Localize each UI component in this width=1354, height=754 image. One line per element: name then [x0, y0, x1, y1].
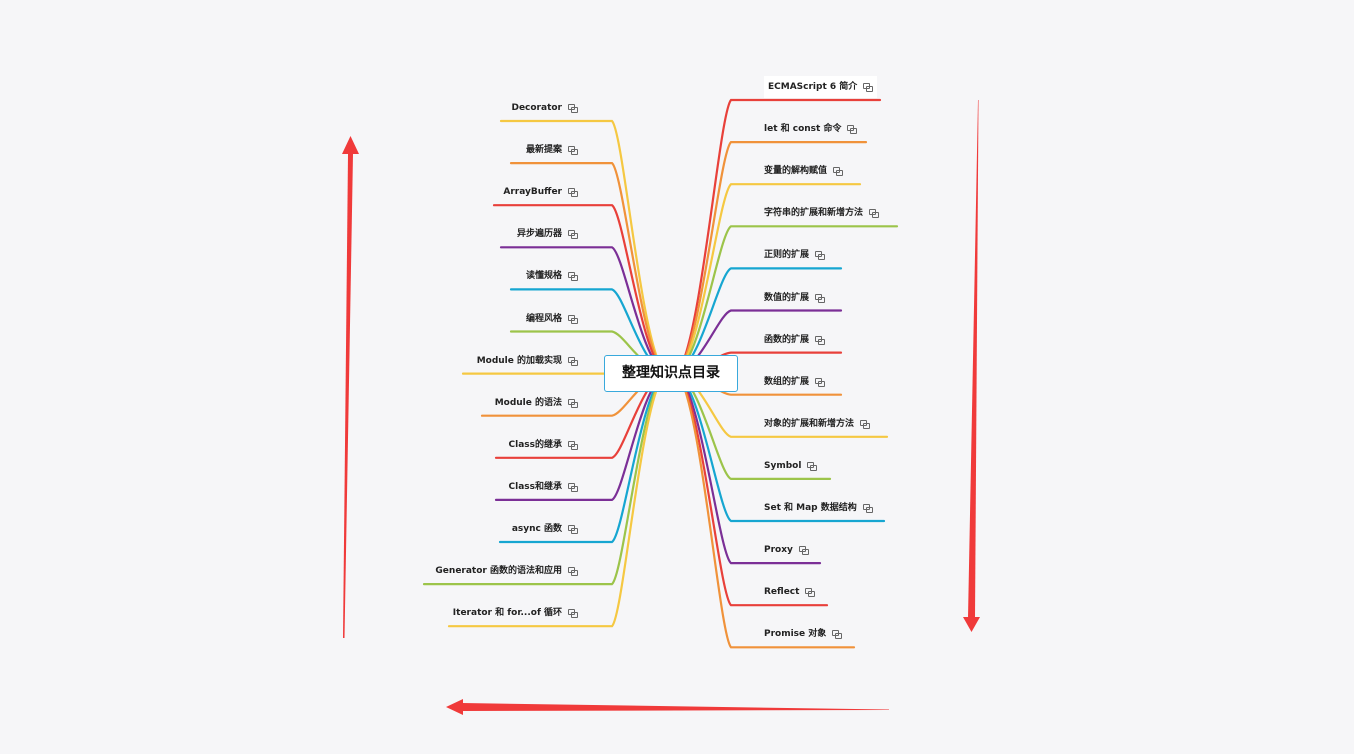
right-topic-node[interactable]: Set 和 Map 数据结构 — [764, 497, 873, 519]
topic-label: Set 和 Map 数据结构 — [764, 503, 857, 513]
topic-label: ArrayBuffer — [503, 187, 562, 198]
left-arrow-head — [446, 699, 463, 715]
topic-label: 最新提案 — [525, 145, 562, 156]
link-icon[interactable] — [568, 230, 578, 240]
topic-label: 异步遍历器 — [516, 229, 562, 240]
topic-label: Module 的语法 — [494, 397, 562, 408]
left-topic-node[interactable]: 异步遍历器 — [501, 223, 578, 245]
topic-label: Decorator — [511, 103, 562, 113]
link-icon[interactable] — [568, 567, 578, 577]
link-icon[interactable] — [860, 419, 871, 429]
link-icon[interactable] — [568, 104, 578, 113]
left-topic-node[interactable]: Module 的语法 — [482, 392, 578, 414]
branch-connector-right — [675, 141, 868, 375]
down-arrow-head — [963, 617, 980, 632]
link-icon[interactable] — [568, 272, 578, 282]
left-topic-node[interactable]: 最新提案 — [511, 139, 578, 161]
topic-label: Promise 对象 — [764, 629, 827, 640]
right-topic-node[interactable]: 字符串的扩展和新增方法 — [764, 202, 880, 224]
right-topic-node[interactable]: 数组的扩展 — [764, 371, 826, 393]
branch-connector-right — [675, 98, 882, 375]
link-icon[interactable] — [568, 525, 578, 534]
topic-label: Module 的加载实现 — [476, 355, 562, 366]
left-topic-node[interactable]: Module 的加载实现 — [463, 350, 578, 372]
link-icon[interactable] — [863, 83, 874, 92]
left-topic-node[interactable]: Class的继承 — [496, 434, 578, 456]
topic-label: Generator 函数的语法和应用 — [435, 566, 562, 577]
left-topic-node[interactable]: Generator 函数的语法和应用 — [424, 560, 578, 582]
right-topic-node[interactable]: Promise 对象 — [764, 623, 843, 645]
topic-label: Iterator 和 for...of 循环 — [452, 608, 562, 619]
link-icon[interactable] — [815, 335, 826, 345]
topic-label: async 函数 — [511, 524, 562, 534]
left-topic-node[interactable]: ArrayBuffer — [494, 181, 578, 203]
branch-connector-left — [447, 371, 667, 628]
link-icon[interactable] — [807, 461, 818, 471]
topic-label: 数值的扩展 — [764, 292, 810, 303]
topic-label: 变量的解构赋值 — [764, 166, 828, 177]
link-icon[interactable] — [815, 251, 826, 261]
branch-connector-right — [675, 371, 856, 649]
left-topic-node[interactable]: Iterator 和 for...of 循环 — [449, 602, 578, 624]
topic-label: 对象的扩展和新增方法 — [764, 418, 855, 429]
left-topic-node[interactable]: 读懂规格 — [511, 265, 578, 287]
right-topic-node[interactable]: 正则的扩展 — [764, 244, 826, 266]
link-icon[interactable] — [815, 293, 826, 303]
right-topic-node[interactable]: let 和 const 命令 — [764, 118, 858, 140]
up-arrow-icon — [343, 154, 353, 638]
topic-label: ECMAScript 6 简介 — [768, 82, 858, 92]
topic-label: Class的继承 — [508, 439, 562, 450]
link-icon[interactable] — [869, 209, 880, 219]
link-icon[interactable] — [815, 377, 826, 387]
topic-label: 读懂规格 — [525, 271, 562, 282]
down-arrow-icon — [968, 100, 979, 618]
right-topic-node[interactable]: 数值的扩展 — [764, 287, 826, 309]
left-topic-node[interactable]: async 函数 — [500, 518, 578, 540]
right-topic-node[interactable]: 函数的扩展 — [764, 329, 826, 351]
link-icon[interactable] — [798, 546, 809, 556]
link-icon[interactable] — [568, 482, 578, 492]
topic-label: Proxy — [764, 545, 793, 556]
topic-label: 编程风格 — [525, 313, 562, 324]
root-topic[interactable]: 整理知识点目录 — [604, 355, 738, 392]
topic-label: Class和继承 — [508, 481, 562, 492]
right-topic-node[interactable]: 变量的解构赋值 — [764, 160, 844, 182]
link-icon[interactable] — [568, 146, 578, 156]
link-icon[interactable] — [832, 630, 843, 640]
link-icon[interactable] — [568, 314, 578, 324]
up-arrow-head — [342, 136, 359, 154]
topic-label: Reflect — [764, 587, 800, 598]
left-topic-node[interactable]: Class和继承 — [496, 476, 578, 498]
link-icon[interactable] — [568, 188, 578, 198]
topic-label: Symbol — [764, 460, 802, 471]
topic-label: 字符串的扩展和新增方法 — [764, 208, 864, 219]
topic-label: 正则的扩展 — [764, 250, 810, 261]
left-topic-node[interactable]: 编程风格 — [511, 308, 578, 330]
link-icon[interactable] — [568, 609, 578, 619]
right-topic-node[interactable]: Reflect — [764, 581, 816, 603]
link-icon[interactable] — [805, 588, 816, 598]
right-topic-node[interactable]: 对象的扩展和新增方法 — [764, 413, 871, 435]
topic-label: 数组的扩展 — [764, 376, 810, 387]
link-icon[interactable] — [568, 356, 578, 366]
right-topic-node[interactable]: ECMAScript 6 简介 — [764, 76, 878, 98]
left-topic-node[interactable]: Decorator — [501, 97, 578, 119]
link-icon[interactable] — [862, 504, 873, 513]
right-topic-node[interactable]: Proxy — [764, 539, 809, 561]
topic-label: let 和 const 命令 — [764, 124, 842, 135]
link-icon[interactable] — [847, 125, 858, 135]
link-icon[interactable] — [568, 440, 578, 450]
link-icon[interactable] — [833, 167, 844, 177]
branch-connector-left — [499, 119, 667, 375]
topic-label: 函数的扩展 — [764, 334, 810, 345]
left-arrow-icon — [462, 703, 889, 711]
link-icon[interactable] — [568, 398, 578, 408]
right-topic-node[interactable]: Symbol — [764, 455, 818, 477]
